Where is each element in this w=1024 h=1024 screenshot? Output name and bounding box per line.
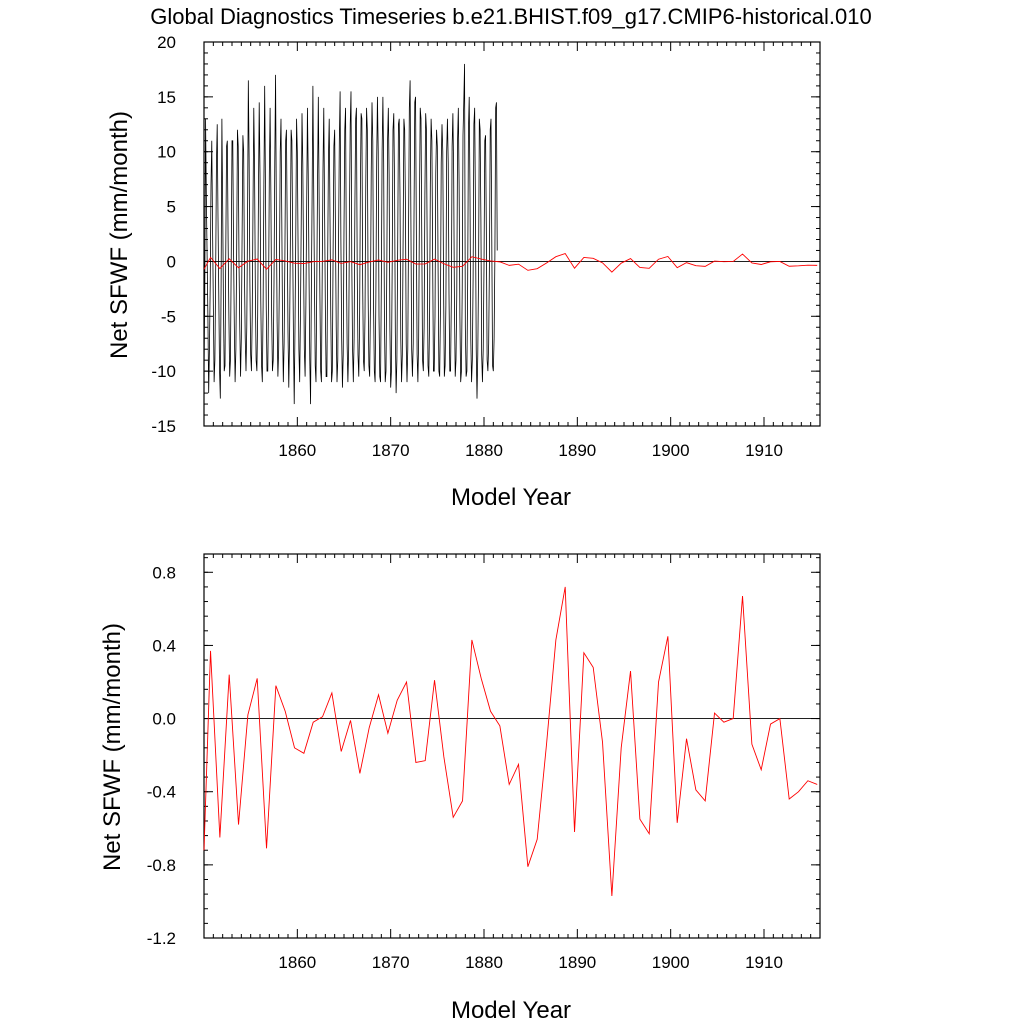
bottom-x-tick-label: 1880 [465, 953, 503, 972]
top-y-tick-label: 20 [157, 33, 176, 52]
figure-title: Global Diagnostics Timeseries b.e21.BHIS… [150, 4, 871, 29]
bottom-panel-plot: Net SFWF (mm/month) Model Year 1860 1870 1… [99, 553, 821, 1024]
bottom-x-tick-label: 1900 [652, 953, 690, 972]
bottom-x-tick-label: 1860 [278, 953, 316, 972]
top-series-annual-mean [203, 252, 818, 273]
top-y-axis-label: Net SFWF (mm/month) [106, 111, 133, 359]
top-x-tick-label: 1880 [465, 441, 503, 460]
top-y-tick-label: -15 [151, 417, 176, 436]
top-y-tick-label: 10 [157, 143, 176, 162]
top-x-tick-label: 1910 [745, 441, 783, 460]
bottom-y-tick-label: 0.0 [152, 710, 176, 729]
top-x-tick-label: 1890 [558, 441, 596, 460]
bottom-y-tick-label: 0.4 [152, 636, 176, 655]
bottom-y-tick-label: -1.2 [147, 929, 176, 948]
top-x-tick-label: 1860 [278, 441, 316, 460]
top-panel-plot: Net SFWF (mm/month) Model Year 1860 1870 1… [106, 33, 821, 511]
top-y-tick-label: 5 [167, 198, 176, 217]
top-y-tick-label: -5 [161, 307, 176, 326]
bottom-x-tick-label: 1870 [372, 953, 410, 972]
top-series-monthly [203, 63, 498, 405]
top-x-tick-label: 1870 [372, 441, 410, 460]
bottom-y-tick-label: 0.8 [152, 563, 176, 582]
bottom-plot-frame [203, 553, 821, 939]
bottom-x-axis-label: Model Year [451, 997, 571, 1024]
top-plot-frame [203, 41, 821, 427]
bottom-x-tick-label: 1910 [745, 953, 783, 972]
bottom-y-tick-label: -0.4 [147, 783, 176, 802]
bottom-series-annual-mean [203, 586, 818, 896]
top-x-tick-label: 1900 [652, 441, 690, 460]
bottom-y-tick-label: -0.8 [147, 856, 176, 875]
top-x-axis-label: Model Year [451, 484, 571, 511]
top-y-tick-label: 15 [157, 88, 176, 107]
bottom-x-tick-label: 1890 [558, 953, 596, 972]
top-y-tick-label: -10 [151, 362, 176, 381]
bottom-y-axis-label: Net SFWF (mm/month) [99, 623, 126, 871]
top-y-tick-label: 0 [167, 252, 176, 271]
